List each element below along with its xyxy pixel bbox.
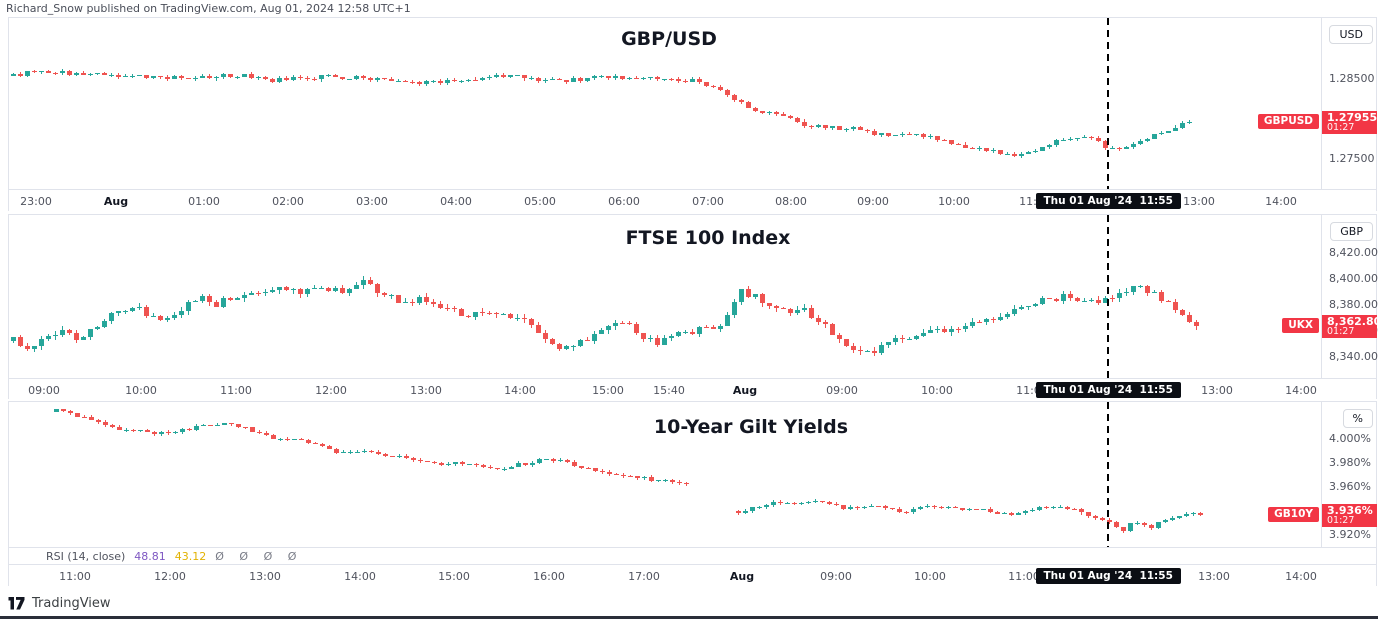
unit-button-percent[interactable]: % (1342, 409, 1373, 428)
unit-button-usd[interactable]: USD (1329, 25, 1373, 44)
time-marker-line (1107, 215, 1109, 378)
last-price-value: 1.27955 (1327, 110, 1378, 124)
time-tick-label: 11:00 (59, 570, 91, 583)
gbpusd-plot-area[interactable]: GBP/USD GBPUSD (9, 18, 1322, 189)
time-tick-label: 10:00 (921, 384, 953, 397)
time-tick-label: Aug (103, 195, 129, 208)
time-marker-line (1107, 402, 1109, 547)
price-tick-label: 3.920% (1329, 528, 1371, 541)
time-tick-label: 14:00 (1285, 570, 1317, 583)
time-marker-line (1107, 18, 1109, 189)
chart-title-gbpusd: GBP/USD (621, 28, 717, 50)
time-tick-label: 09:00 (28, 384, 60, 397)
price-tick-label: 8,340.00 (1329, 350, 1378, 363)
bar-countdown: 01:27 (1327, 326, 1355, 338)
time-tick-label: 06:00 (608, 195, 640, 208)
rsi-value: 48.81 (134, 549, 166, 563)
chart-title-gilts: 10-Year Gilt Yields (653, 416, 849, 438)
gbpusd-candlestick-series (9, 18, 1321, 189)
ftse-price-axis[interactable]: GBP 8,362.80 01:27 8,420.00 8,400.00 8,380… (1322, 215, 1378, 378)
time-tick-label: 09:00 (857, 195, 889, 208)
gilts-price-axis[interactable]: % 3.936% 01:27 4.000%3.980%3.960%3.940%3… (1322, 402, 1377, 547)
time-tick-label: 13:00 (249, 570, 281, 583)
symbol-badge-ukx: UKX (1282, 318, 1319, 334)
chart-panel-gilts: 10-Year Gilt Yields GB10Y % 3.936% 01:27… (8, 401, 1377, 587)
time-tick-label: 13:00 (1183, 195, 1215, 208)
time-tick-label: 15:40 (653, 384, 685, 397)
chart-title-ftse: FTSE 100 Index (625, 227, 791, 249)
gilts-plot-area[interactable]: 10-Year Gilt Yields GB10Y (9, 402, 1322, 547)
tradingview-branding[interactable]: TradingView (8, 596, 111, 611)
time-tick-label: 04:00 (440, 195, 472, 208)
publish-attribution: Richard_Snow published on TradingView.co… (6, 2, 411, 15)
time-tick-label: 10:00 (125, 384, 157, 397)
price-tick-label: 3.980% (1329, 456, 1371, 469)
crosshair-time-badge: Thu 01 Aug '24 11:55 (1035, 382, 1181, 398)
time-tick-label: 13:00 (1198, 570, 1230, 583)
time-tick-label: 10:00 (938, 195, 970, 208)
price-tick-label: 4.000% (1329, 432, 1371, 445)
bar-countdown: 01:27 (1327, 514, 1355, 526)
time-tick-label: 13:00 (410, 384, 442, 397)
time-tick-label: 15:00 (438, 570, 470, 583)
time-tick-label: 02:00 (272, 195, 304, 208)
symbol-badge-gbpusd: GBPUSD (1257, 113, 1319, 129)
time-tick-label: 14:00 (1265, 195, 1297, 208)
time-tick-label: 11:00 (1008, 570, 1040, 583)
time-tick-label: 01:00 (188, 195, 220, 208)
rsi-ma-value: 43.12 (174, 549, 207, 563)
time-tick-label: 11:00 (220, 384, 252, 397)
time-tick-label: 09:00 (820, 570, 852, 583)
time-tick-label: 13:00 (1201, 384, 1233, 397)
time-tick-label: Aug (729, 570, 755, 583)
chart-panel-ftse: FTSE 100 Index UKX GBP 8,362.80 01:27 8,… (8, 214, 1378, 400)
last-price-badge-gbpusd: 1.27955 01:27 (1322, 110, 1378, 134)
price-tick-label: 1.27500 (1329, 152, 1375, 165)
symbol-badge-gb10y: GB10Y (1268, 506, 1319, 522)
rsi-indicator-legend: RSI (14, close) 48.81 43.12 Ø Ø Ø Ø (9, 547, 1376, 564)
time-tick-label: 09:00 (826, 384, 858, 397)
price-tick-label: 8,400.00 (1329, 272, 1378, 285)
last-price-value: 3.936% (1327, 503, 1373, 517)
price-tick-label: 1.28500 (1329, 72, 1375, 85)
ftse-plot-area[interactable]: FTSE 100 Index UKX (9, 215, 1322, 378)
chart-panel-gbpusd: GBP/USD GBPUSD USD 1.27955 01:27 1.28500… (8, 17, 1377, 211)
time-tick-label: 15:00 (592, 384, 624, 397)
bottom-bar (0, 616, 1378, 619)
unit-button-gbp[interactable]: GBP (1330, 222, 1373, 241)
time-tick-label: 10:00 (914, 570, 946, 583)
price-tick-label: 8,380.00 (1329, 298, 1378, 311)
time-tick-label: 16:00 (533, 570, 565, 583)
time-tick-label: 08:00 (775, 195, 807, 208)
time-tick-label: 07:00 (692, 195, 724, 208)
time-tick-label: 14:00 (344, 570, 376, 583)
time-tick-label: 23:00 (20, 195, 52, 208)
time-tick-label: 12:00 (154, 570, 186, 583)
time-tick-label: 03:00 (356, 195, 388, 208)
ftse-time-axis[interactable]: Thu 01 Aug '24 11:55 09:00 10:00 11:00 12:0… (9, 378, 1376, 400)
rsi-label: RSI (14, close) (46, 549, 126, 563)
crosshair-time-badge: Thu 01 Aug '24 11:55 (1035, 568, 1181, 584)
tradingview-logo-icon (8, 597, 25, 610)
gbpusd-time-axis[interactable]: Thu 01 Aug '24 11:55 23:00 Aug 01:00 02:00 0… (9, 189, 1376, 211)
tradingview-wordmark: TradingView (32, 596, 111, 611)
ftse-candlestick-series (9, 215, 1321, 378)
last-price-badge-ukx: 8,362.80 01:27 (1322, 315, 1378, 339)
time-tick-label: 12:00 (315, 384, 347, 397)
price-tick-label: 3.960% (1329, 480, 1371, 493)
gilts-time-axis[interactable]: Thu 01 Aug '24 11:55 11:00 12:00 13:00 14:0… (9, 564, 1376, 587)
bar-countdown: 01:27 (1327, 121, 1355, 133)
time-tick-label: 05:00 (524, 195, 556, 208)
time-tick-label: 14:00 (1285, 384, 1317, 397)
price-tick-label: 8,420.00 (1329, 246, 1378, 259)
time-tick-label: 14:00 (504, 384, 536, 397)
gilts-candlestick-series (9, 402, 1321, 547)
last-price-value: 8,362.80 (1327, 315, 1378, 329)
time-tick-label: Aug (732, 384, 758, 397)
crosshair-time-badge: Thu 01 Aug '24 11:55 (1035, 193, 1181, 209)
last-price-badge-gb10y: 3.936% 01:27 (1322, 503, 1377, 527)
time-tick-label: 17:00 (628, 570, 660, 583)
rsi-action-icons[interactable]: Ø Ø Ø Ø (215, 549, 303, 563)
